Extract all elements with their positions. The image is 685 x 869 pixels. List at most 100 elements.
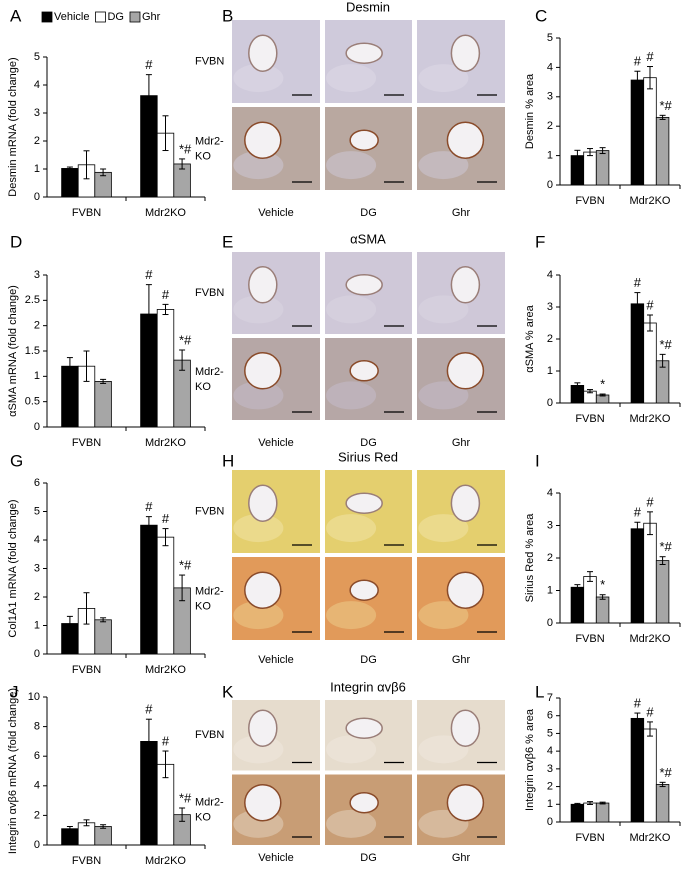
y-tick-label: 2 xyxy=(547,552,553,564)
vessel xyxy=(345,42,383,64)
y-tick-label: 1 xyxy=(547,798,553,810)
panel-letter: D xyxy=(10,232,22,251)
error-bar xyxy=(179,807,186,822)
x-tick-label: FVBN xyxy=(72,664,101,676)
micrograph xyxy=(417,470,505,553)
micrograph xyxy=(325,700,412,771)
bar xyxy=(643,77,657,186)
row-label: Mdr2- xyxy=(195,585,224,597)
error-bar xyxy=(574,382,581,389)
y-tick-label: 10 xyxy=(28,691,40,703)
error-bar xyxy=(66,615,73,632)
y-tick-label: 3 xyxy=(547,763,553,775)
bar xyxy=(583,576,597,624)
vessel xyxy=(248,266,278,304)
y-tick-label: 0.5 xyxy=(25,396,40,408)
error-bar xyxy=(587,801,593,805)
texture xyxy=(326,381,377,410)
bar xyxy=(630,79,645,186)
micrograph xyxy=(417,107,505,190)
legend-label: Vehicle xyxy=(54,11,89,23)
micrograph xyxy=(232,338,320,420)
x-tick-label: FVBN xyxy=(575,633,604,645)
y-tick-label: 8 xyxy=(34,721,40,733)
bar xyxy=(595,596,610,624)
error-bar xyxy=(574,149,581,162)
significance-label: # xyxy=(634,275,642,290)
column-label: DG xyxy=(360,437,377,449)
y-tick-label: 4 xyxy=(34,780,40,792)
micrograph xyxy=(325,338,412,420)
bar xyxy=(630,717,645,823)
bar xyxy=(655,784,670,823)
significance-label: *# xyxy=(659,337,672,352)
column-label: DG xyxy=(360,207,377,219)
y-tick-label: 7 xyxy=(547,692,553,704)
panel-title: αSMA xyxy=(350,231,386,246)
y-tick-label: 2.5 xyxy=(25,294,40,306)
texture xyxy=(233,151,284,180)
column-label: Vehicle xyxy=(258,207,293,219)
error-bar xyxy=(659,353,666,368)
error-bar xyxy=(179,158,186,170)
texture xyxy=(233,64,284,93)
x-tick-label: Mdr2KO xyxy=(145,855,186,867)
vessel xyxy=(244,571,282,609)
error-bar xyxy=(599,147,606,155)
vessel xyxy=(248,484,278,522)
y-axis-label: αSMA % area xyxy=(524,304,536,372)
bar xyxy=(583,802,597,823)
y-tick-label: 3 xyxy=(34,562,40,574)
y-tick-label: 3 xyxy=(547,301,553,313)
row-label: FVBN xyxy=(195,287,224,299)
y-tick-label: 0 xyxy=(547,816,553,828)
error-bar xyxy=(647,721,653,737)
micrograph xyxy=(417,557,505,640)
micrograph xyxy=(417,700,505,771)
legend-label: DG xyxy=(107,11,124,23)
error-bar xyxy=(179,574,186,602)
micrograph xyxy=(232,252,320,334)
y-tick-label: 1 xyxy=(547,150,553,162)
y-tick-label: 4 xyxy=(547,269,553,281)
row-label: FVBN xyxy=(195,55,224,67)
error-bar xyxy=(66,357,73,376)
micrograph xyxy=(325,557,412,640)
significance-label: # xyxy=(145,702,153,717)
legend-swatch xyxy=(95,11,106,23)
y-tick-label: 0 xyxy=(547,397,553,409)
significance-label: # xyxy=(145,267,153,282)
x-tick-label: Mdr2KO xyxy=(630,413,671,425)
error-bar xyxy=(634,292,641,316)
bar xyxy=(94,619,112,655)
micrograph xyxy=(417,252,505,334)
bar xyxy=(643,322,657,404)
error-bar xyxy=(145,74,152,118)
bar xyxy=(595,802,610,823)
micrograph xyxy=(325,107,412,190)
vessel xyxy=(244,121,282,159)
texture xyxy=(326,735,377,764)
texture xyxy=(326,295,377,324)
error-bar xyxy=(145,718,152,765)
error-bar xyxy=(587,389,593,394)
y-tick-label: 2 xyxy=(547,780,553,792)
x-tick-label: FVBN xyxy=(575,413,604,425)
significance-label: # xyxy=(162,733,170,748)
significance-label: # xyxy=(145,499,153,514)
vessel xyxy=(450,709,481,747)
vessel xyxy=(349,791,379,814)
micrograph xyxy=(232,774,320,845)
error-bar xyxy=(83,350,90,382)
micrograph xyxy=(232,20,320,103)
bar xyxy=(655,116,670,186)
vessel xyxy=(450,34,481,72)
vessel xyxy=(248,709,278,747)
significance-label: # xyxy=(634,54,642,69)
micrograph xyxy=(232,470,320,553)
significance-label: # xyxy=(634,695,642,710)
row-label: FVBN xyxy=(195,729,224,741)
row-label: KO xyxy=(195,381,211,393)
vessel xyxy=(450,266,481,304)
